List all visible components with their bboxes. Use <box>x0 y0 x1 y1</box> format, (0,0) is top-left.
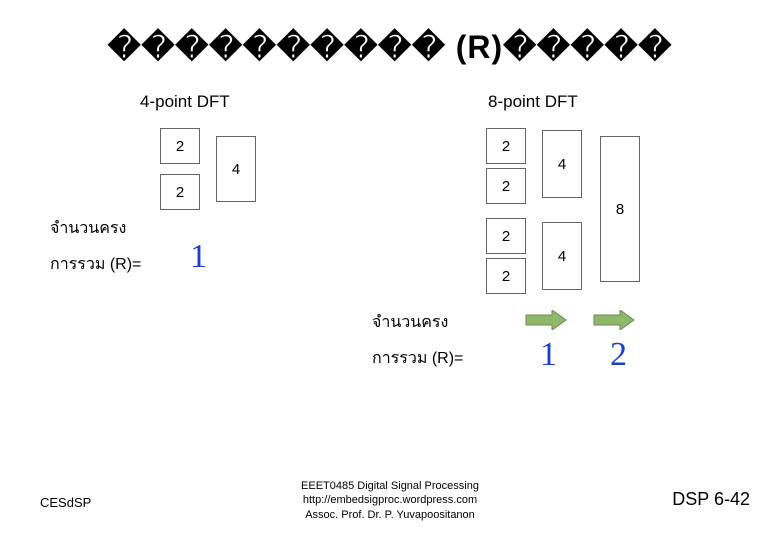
left-heading: 4-point DFT <box>140 92 230 112</box>
box-label: 4 <box>558 248 566 265</box>
box-label: 4 <box>558 156 566 173</box>
right-result-1: 2 <box>610 336 627 374</box>
arrow-icon <box>524 310 568 330</box>
right-box-5: 4 <box>542 222 582 290</box>
footer-line: Assoc. Prof. Dr. P. Yuvapoositanon <box>0 508 780 522</box>
box-label: 2 <box>502 138 510 155</box>
left-thai-1: จำนวนครง <box>50 216 126 241</box>
box-label: 4 <box>232 161 240 178</box>
right-thai-1: จำนวนครง <box>372 310 448 335</box>
arrow-icon <box>592 310 636 330</box>
right-heading: 8-point DFT <box>488 92 578 112</box>
right-box-1: 2 <box>486 168 526 204</box>
footer-right: DSP 6-42 <box>672 489 750 510</box>
left-result: 1 <box>190 238 207 276</box>
footer-line: EEET0485 Digital Signal Processing <box>0 479 780 493</box>
left-box-2: 4 <box>216 136 256 202</box>
box-label: 2 <box>176 184 184 201</box>
right-box-6: 8 <box>600 136 640 282</box>
left-thai-2: การรวม (R)= <box>50 252 141 277</box>
page-title: ���������� (R)����� <box>0 28 780 66</box>
right-box-3: 2 <box>486 258 526 294</box>
box-label: 8 <box>616 201 624 218</box>
footer-center: EEET0485 Digital Signal Processing http:… <box>0 479 780 522</box>
right-thai-2: การรวม (R)= <box>372 346 463 371</box>
left-box-1: 2 <box>160 174 200 210</box>
box-label: 2 <box>502 178 510 195</box>
right-box-0: 2 <box>486 128 526 164</box>
box-label: 2 <box>502 228 510 245</box>
right-box-4: 4 <box>542 130 582 198</box>
left-box-0: 2 <box>160 128 200 164</box>
footer-line: http://embedsigproc.wordpress.com <box>0 493 780 507</box>
right-box-2: 2 <box>486 218 526 254</box>
box-label: 2 <box>176 138 184 155</box>
box-label: 2 <box>502 268 510 285</box>
right-result-0: 1 <box>540 336 557 374</box>
